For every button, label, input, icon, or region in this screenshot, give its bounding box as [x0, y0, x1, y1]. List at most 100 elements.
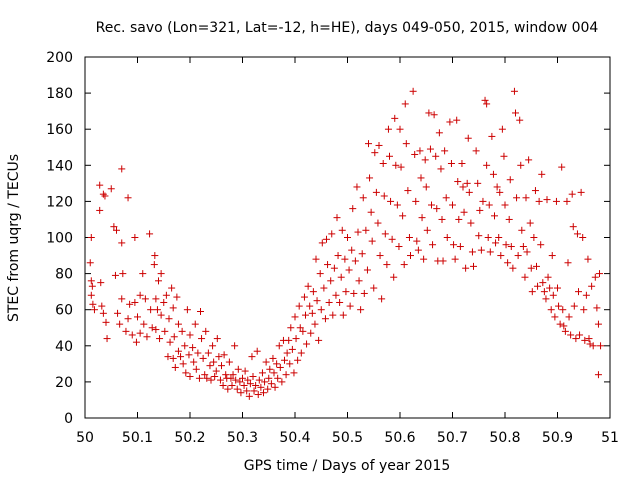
- data-point: [489, 170, 497, 178]
- data-point: [422, 183, 430, 191]
- data-point: [128, 331, 136, 339]
- y-tick-label: 200: [46, 50, 73, 66]
- data-point: [474, 179, 482, 187]
- y-axis: 0 20 40 60 80 100 120 140 160 180 200: [46, 50, 610, 427]
- data-point: [485, 201, 493, 209]
- data-point: [161, 327, 169, 335]
- data-point: [174, 347, 182, 355]
- data-point: [597, 342, 605, 350]
- data-point: [533, 262, 540, 270]
- x-axis: 50 50.1 50.2 50.3 50.4 50.5 50.6 50.7 50.8 50.9 51: [76, 57, 619, 446]
- data-point: [311, 320, 319, 328]
- data-point: [118, 295, 126, 303]
- data-point: [504, 259, 512, 267]
- data-point: [585, 335, 593, 343]
- data-point: [579, 234, 587, 241]
- data-point: [483, 161, 491, 169]
- data-point: [498, 125, 506, 133]
- data-point: [371, 149, 379, 157]
- data-point: [502, 241, 510, 249]
- data-point: [101, 192, 109, 200]
- data-point: [136, 291, 144, 299]
- data-point: [517, 161, 525, 169]
- data-point: [374, 219, 382, 227]
- data-point: [244, 376, 252, 384]
- data-point: [481, 96, 489, 104]
- data-point: [262, 358, 270, 366]
- data-point: [388, 235, 396, 243]
- data-point: [540, 288, 548, 296]
- data-point: [509, 264, 517, 272]
- data-point: [124, 194, 132, 202]
- data-point: [174, 320, 182, 328]
- data-point: [132, 338, 140, 346]
- data-point: [411, 150, 419, 158]
- data-point: [459, 183, 467, 191]
- data-point: [151, 252, 159, 260]
- data-point: [423, 226, 431, 234]
- x-tick-label: 50.8: [489, 430, 520, 446]
- data-point: [107, 185, 115, 193]
- data-point: [140, 320, 148, 328]
- data-point: [271, 383, 279, 391]
- data-point: [456, 243, 464, 251]
- data-point: [164, 353, 172, 361]
- data-point: [344, 234, 351, 241]
- data-point: [181, 342, 189, 350]
- x-axis-label: GPS time / Days of year 2015: [244, 458, 451, 474]
- data-point: [218, 362, 225, 370]
- data-point: [370, 284, 378, 292]
- data-point: [495, 234, 503, 241]
- data-point: [594, 371, 602, 379]
- data-point: [233, 385, 241, 393]
- data-point: [102, 318, 110, 326]
- data-point: [451, 255, 459, 263]
- data-point: [288, 345, 296, 353]
- data-point: [433, 205, 441, 213]
- data-point: [407, 252, 414, 260]
- data-point: [252, 382, 260, 390]
- data-point: [345, 266, 353, 274]
- data-point: [467, 219, 475, 227]
- data-point: [338, 226, 346, 234]
- data-point: [449, 201, 456, 209]
- data-point: [387, 197, 395, 205]
- data-point: [586, 340, 594, 348]
- data-point: [476, 206, 484, 214]
- data-point: [346, 302, 354, 310]
- data-point: [99, 309, 107, 317]
- data-point: [122, 327, 130, 335]
- data-point: [299, 327, 307, 335]
- data-point: [376, 252, 384, 260]
- data-point: [275, 342, 283, 350]
- data-point: [90, 306, 98, 314]
- data-point: [565, 313, 573, 321]
- data-point: [274, 374, 282, 382]
- data-point: [594, 320, 602, 328]
- data-point: [276, 363, 284, 371]
- data-point: [366, 174, 374, 182]
- data-point: [282, 371, 290, 379]
- y-tick-label: 20: [55, 375, 73, 391]
- data-point: [186, 372, 194, 380]
- data-point: [522, 194, 530, 202]
- data-point: [576, 331, 584, 339]
- data-point: [152, 295, 160, 303]
- data-point: [199, 354, 207, 362]
- data-point: [321, 315, 329, 323]
- data-point: [561, 327, 569, 335]
- data-point: [450, 241, 458, 249]
- data-point: [87, 277, 95, 285]
- y-tick-label: 100: [46, 231, 73, 247]
- data-point: [463, 179, 471, 187]
- data-point: [228, 382, 236, 390]
- data-point: [458, 159, 466, 167]
- data-point: [307, 329, 315, 337]
- data-point: [134, 313, 141, 321]
- data-point: [523, 248, 531, 256]
- data-point: [425, 109, 433, 117]
- data-point: [97, 279, 105, 287]
- data-point: [87, 234, 95, 241]
- data-point: [111, 271, 119, 279]
- data-point: [365, 140, 372, 148]
